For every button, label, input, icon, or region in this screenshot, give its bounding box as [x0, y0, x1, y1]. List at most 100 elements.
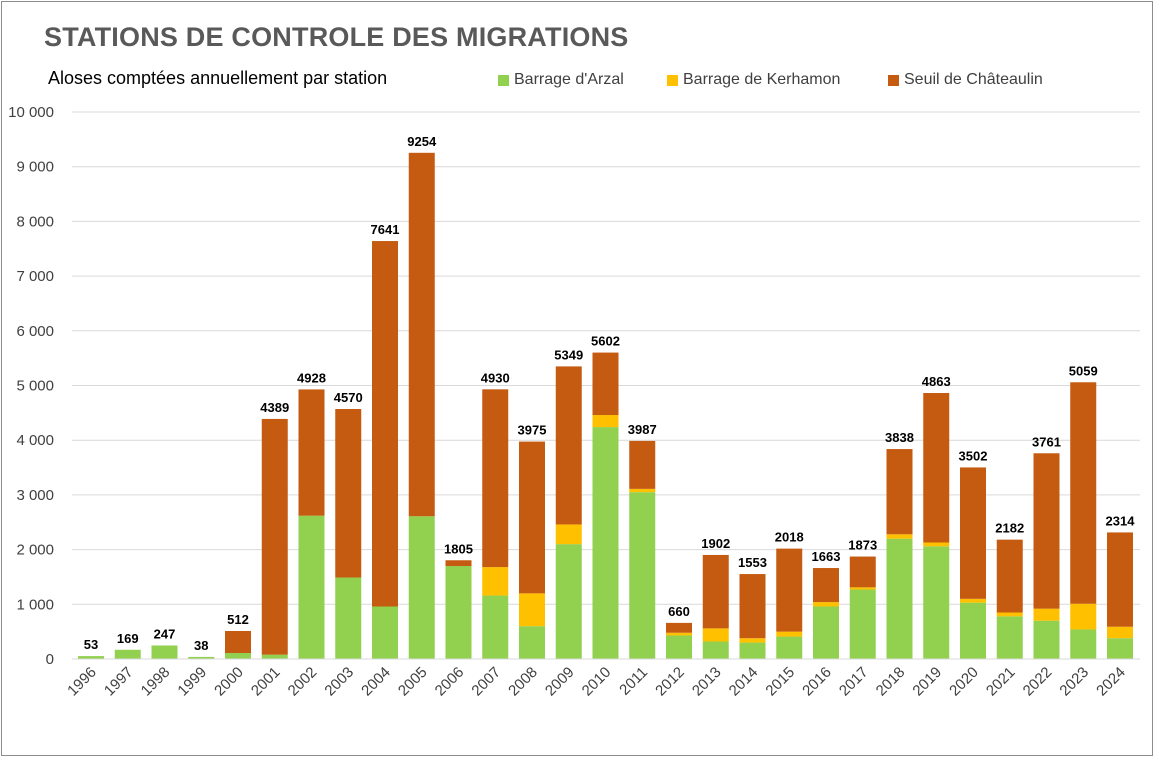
bar-segment-kerhamon: [996, 612, 1023, 617]
bar-segment-arzal: [1070, 629, 1097, 659]
bar-segment-chateaulin: [482, 389, 509, 568]
bar-segment-arzal: [702, 641, 729, 659]
bar-segment-kerhamon: [849, 587, 876, 590]
data-label-total: 2314: [1106, 513, 1136, 528]
bar-segment-kerhamon: [813, 602, 839, 607]
bar-segment-arzal: [960, 602, 986, 659]
data-label-total: 3502: [959, 448, 988, 463]
x-tick-label: 1999: [174, 664, 210, 700]
x-tick-label: 2006: [432, 664, 468, 700]
data-label-total: 38: [194, 638, 208, 653]
bar-segment-arzal: [261, 654, 288, 659]
bar-segment-arzal: [408, 516, 435, 659]
bar-segment-arzal: [335, 577, 362, 659]
bar-segment-arzal: [188, 656, 215, 659]
bar-segment-kerhamon: [1107, 626, 1133, 639]
data-label-total: 3987: [628, 422, 657, 437]
x-tick-label: 2012: [652, 664, 688, 700]
bar-segment-kerhamon: [666, 632, 692, 636]
bar-segment-arzal: [996, 616, 1023, 659]
bar-segment-chateaulin: [519, 441, 545, 594]
bar-segment-arzal: [739, 642, 766, 659]
x-tick-label: 2010: [579, 664, 615, 700]
bar-segment-arzal: [1107, 638, 1133, 659]
bar-segment-chateaulin: [335, 409, 362, 578]
x-tick-label: 2023: [1056, 664, 1092, 700]
bar-segment-chateaulin: [1033, 453, 1060, 609]
data-label-total: 247: [154, 626, 176, 641]
bar-segment-kerhamon: [886, 534, 913, 539]
x-tick-label: 2009: [542, 664, 578, 700]
data-label-total: 512: [227, 612, 249, 627]
bar-segment-chateaulin: [408, 152, 435, 517]
bar-segment-kerhamon: [1033, 608, 1060, 621]
bar-segment-arzal: [482, 595, 509, 659]
data-label-total: 1553: [738, 555, 767, 570]
x-tick-label: 2014: [726, 664, 762, 700]
bar-segment-chateaulin: [666, 622, 692, 633]
legend-swatch-chateaulin: [888, 74, 899, 86]
x-tick-label: 2011: [616, 664, 651, 699]
x-tick-label: 2022: [1020, 664, 1056, 700]
x-axis: 1996 1997 1998 1999 2000 2001 2002 2003 2004 2005…: [64, 658, 1140, 700]
bar-segment-arzal: [629, 492, 656, 659]
legend-item-arzal: Barrage d'Arzal: [498, 71, 624, 89]
y-tick-label: 1 000: [16, 596, 54, 613]
y-tick-label: 7 000: [16, 268, 54, 285]
bar-segment-kerhamon: [592, 415, 619, 428]
bar-segment-kerhamon: [960, 598, 986, 603]
bar-segment-chateaulin: [849, 556, 876, 588]
x-tick-label: 2020: [946, 664, 982, 700]
data-label-total: 7641: [371, 222, 400, 237]
bar-segment-arzal: [776, 636, 803, 659]
data-label-total: 2018: [775, 530, 804, 545]
y-tick-label: 5 000: [16, 378, 54, 395]
y-tick-label: 9 000: [16, 159, 54, 176]
bar-segment-kerhamon: [776, 631, 803, 637]
x-tick-label: 2021: [983, 664, 1019, 700]
x-tick-label: 2004: [358, 664, 394, 700]
bar-segment-arzal: [592, 427, 619, 659]
y-tick-label: 2 000: [16, 542, 54, 559]
data-label-total: 4930: [481, 370, 510, 385]
bar-segment-arzal: [225, 652, 251, 659]
bar-segment-arzal: [519, 626, 545, 659]
data-label-total: 5349: [554, 347, 583, 362]
data-label-total: 169: [117, 631, 139, 646]
bar-segment-kerhamon: [519, 593, 545, 627]
bar-segment-kerhamon: [739, 638, 766, 643]
y-tick-label: 6 000: [16, 323, 54, 340]
x-tick-label: 2002: [285, 664, 321, 700]
y-tick-label: 3 000: [16, 487, 54, 504]
x-tick-label: 2015: [762, 664, 798, 700]
legend-item-kerhamon: Barrage de Kerhamon: [667, 71, 840, 89]
x-tick-label: 2001: [248, 664, 284, 700]
bar-segment-chateaulin: [629, 440, 656, 489]
bar-segment-arzal: [1033, 620, 1060, 659]
data-label-total: 2182: [995, 521, 1024, 536]
y-tick-label: 4 000: [16, 432, 54, 449]
x-tick-label: 2005: [395, 664, 431, 700]
data-label-total: 1663: [812, 549, 841, 564]
bar-segment-arzal: [555, 544, 582, 659]
chart-title: STATIONS DE CONTROLE DES MIGRATIONS: [44, 22, 629, 52]
data-label-total: 5602: [591, 334, 620, 349]
bar-segment-chateaulin: [702, 554, 729, 629]
bar-segment-chateaulin: [1070, 382, 1097, 604]
bar-segment-chateaulin: [996, 539, 1023, 613]
bar-segment-arzal: [923, 546, 950, 659]
legend-swatch-kerhamon: [667, 74, 678, 86]
bars: [78, 152, 1133, 659]
bar-segment-chateaulin: [445, 560, 472, 567]
bar-segment-arzal: [114, 649, 141, 659]
x-tick-label: 2007: [468, 664, 504, 700]
bar-segment-arzal: [445, 566, 472, 659]
data-label-total: 1805: [444, 541, 473, 556]
chart-subtitle: Aloses comptées annuellement par station: [48, 68, 388, 88]
x-tick-label: 2019: [909, 664, 945, 700]
x-tick-label: 1998: [138, 664, 174, 700]
bar-segment-chateaulin: [555, 366, 582, 525]
data-label-total: 5059: [1069, 363, 1098, 378]
data-label-total: 4389: [260, 400, 289, 415]
